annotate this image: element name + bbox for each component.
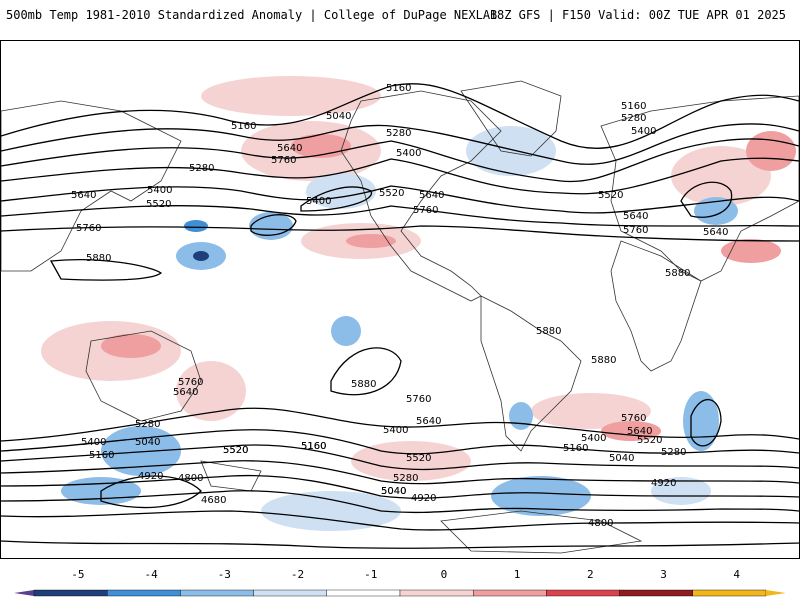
- contour-label: 4920: [138, 471, 163, 482]
- contour-label: 5280: [661, 447, 686, 458]
- contour-label: 5640: [703, 227, 728, 238]
- contour-label: 5400: [631, 126, 656, 137]
- contour-label: 5640: [623, 211, 648, 222]
- contour-label: 5280: [621, 113, 646, 124]
- model-run-info: 18Z GFS | F150 Valid: 00Z TUE APR 01 202…: [489, 8, 786, 22]
- contour-labels: 5160 5040 5160 5280 5400 5640 5760 5280 …: [71, 83, 728, 529]
- contour-label: 5160: [563, 443, 588, 454]
- colorbar-tick-label: -4: [144, 568, 158, 581]
- colorbar-tick-label: 2: [587, 568, 594, 581]
- contour-label: 5160: [621, 101, 646, 112]
- contour-label: 5040: [326, 111, 351, 122]
- contour-label: 5520: [146, 199, 171, 210]
- map-header: 500mb Temp 1981-2010 Standardized Anomal…: [0, 0, 800, 36]
- contour-label: 5520: [223, 445, 248, 456]
- colorbar-tick-label: 4: [733, 568, 741, 581]
- contour-label: 5280: [386, 128, 411, 139]
- contour-label: 4800: [588, 518, 613, 529]
- contour-label: 5280: [135, 419, 160, 430]
- contour-label: 5520: [598, 190, 623, 201]
- colorbar-tick-label: 1: [513, 568, 521, 581]
- colorbar-max-arrow: [766, 590, 786, 596]
- colorbar-tick-label: -3: [217, 568, 231, 581]
- colorbar-min-arrow: [14, 590, 34, 596]
- colorbar-tick-label: -5: [71, 568, 85, 581]
- contour-label: 5880: [665, 268, 690, 279]
- contour-label: 5280: [393, 473, 418, 484]
- contour-label: 5520: [223, 445, 248, 456]
- contour-label: 4920: [411, 493, 436, 504]
- contour-label: 5520: [637, 435, 662, 446]
- contour-label: 5400: [81, 437, 106, 448]
- colorbar-segment: [546, 589, 620, 597]
- colorbar-segment: [473, 589, 547, 597]
- colorbar-tick-label: -2: [290, 568, 305, 581]
- contour-label: 5040: [609, 453, 634, 464]
- contour-label: 5640: [627, 426, 652, 437]
- contour-label: 5400: [383, 425, 408, 436]
- contour-label: 5400: [581, 433, 606, 444]
- contour-label: 5160: [231, 121, 256, 132]
- colorbar-segment: [33, 589, 108, 597]
- contour-label: 5640: [277, 143, 302, 154]
- colorbar-segment: [180, 589, 254, 597]
- contour-label: 5760: [621, 413, 646, 424]
- colorbar-segment: [692, 589, 767, 597]
- contour-label: 5640: [419, 190, 444, 201]
- contour-label: 5880: [86, 253, 111, 264]
- contour-label: 5400: [396, 148, 421, 159]
- contour-label: 5880: [351, 379, 376, 390]
- colorbar-segment: [106, 589, 181, 597]
- contour-label: 5160: [301, 441, 326, 452]
- anomaly-map: 5160 5040 5160 5280 5400 5640 5760 5280 …: [0, 40, 800, 559]
- contour-label: 5040: [381, 486, 406, 497]
- contour-label: 5040: [381, 486, 406, 497]
- contour-label: 5760: [406, 394, 431, 405]
- colorbar-segment: [399, 589, 474, 597]
- colorbar-segment: [326, 589, 401, 597]
- contour-label: 4920: [651, 478, 676, 489]
- contour-label: 4680: [201, 495, 226, 506]
- contour-label: 5520: [379, 188, 404, 199]
- contour-label: 4800: [178, 473, 203, 484]
- contour-label: 5040: [135, 437, 160, 448]
- contour-label: 5160: [301, 441, 326, 452]
- contour-label: 5760: [413, 205, 438, 216]
- contour-label: 5640: [71, 190, 96, 201]
- contour-label: 5760: [76, 223, 101, 234]
- colorbar-segment: [253, 589, 328, 597]
- contour-label: 5880: [536, 326, 561, 337]
- colorbar: -5-4-3-2-1012345: [0, 568, 800, 600]
- contour-label: 5400: [147, 185, 172, 196]
- contour-label: 5760: [623, 225, 648, 236]
- colorbar-tick-label: 3: [660, 568, 667, 581]
- contour-label: 5520: [406, 453, 431, 464]
- map-title: 500mb Temp 1981-2010 Standardized Anomal…: [6, 8, 498, 22]
- height-contours: [1, 83, 799, 549]
- contour-label: 5160: [386, 83, 411, 94]
- colorbar-segment: [619, 589, 693, 597]
- contour-label: 5760: [271, 155, 296, 166]
- contour-label: 5640: [173, 387, 198, 398]
- colorbar-tick-label: -1: [364, 568, 378, 581]
- contour-label: 5760: [178, 377, 203, 388]
- colorbar-tick-label: 0: [440, 568, 448, 581]
- contour-label: 5640: [416, 416, 441, 427]
- contour-label: 5280: [189, 163, 214, 174]
- contour-label: 5880: [591, 355, 616, 366]
- contour-label: 5400: [306, 196, 331, 207]
- colorbar-segments: [14, 589, 786, 597]
- contour-label: 5160: [89, 450, 114, 461]
